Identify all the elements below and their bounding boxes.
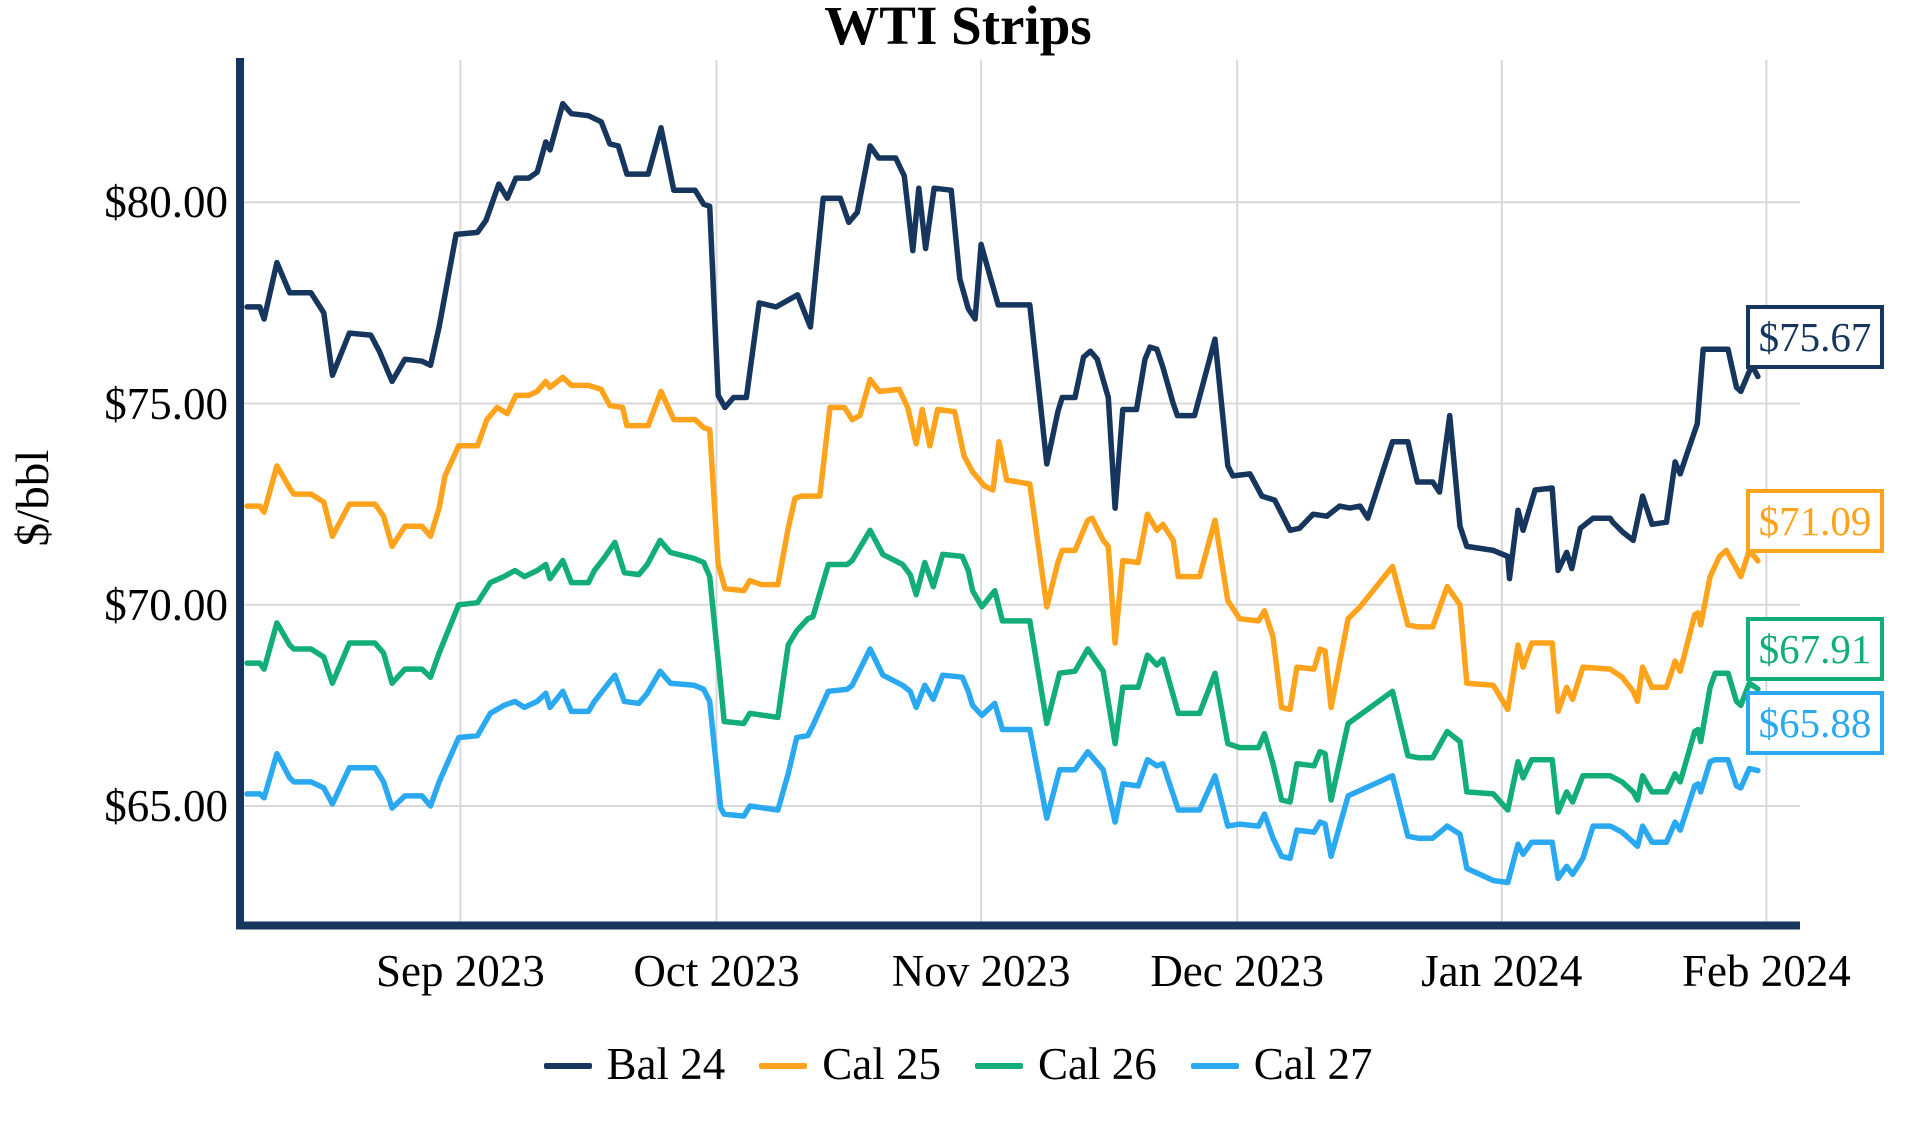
legend-label-cal25: Cal 25 [822,1039,941,1089]
legend-item-bal24: Bal 24 [543,1038,726,1090]
y-tick-75: $75.00 [104,378,228,429]
cal26-line-swatch-icon [975,1063,1023,1069]
legend-label-cal26: Cal 26 [1038,1039,1157,1089]
value-label-cal26: $67.91 [1746,617,1884,681]
x-tick-feb-2024: Feb 2024 [1682,946,1851,996]
cal25-line-swatch-icon [759,1063,808,1069]
legend-item-cal26: Cal 26 [975,1038,1157,1090]
series-line-cal25 [244,374,1761,715]
legend-label-bal24: Bal 24 [606,1039,726,1089]
legend: Bal 24 Cal 25 Cal 26 Cal 27 [0,1038,1916,1090]
value-label-cal27: $65.88 [1746,691,1884,755]
legend-item-cal27: Cal 27 [1190,1038,1373,1090]
legend-item-cal25: Cal 25 [759,1038,941,1090]
x-tick-oct-2023: Oct 2023 [633,946,800,996]
value-label-cal25: $71.09 [1746,489,1884,553]
chart-title: WTI Strips [824,0,1092,56]
y-tick-80: $80.00 [104,177,228,228]
value-label-bal24: $75.67 [1746,305,1884,369]
x-tick-nov-2023: Nov 2023 [891,946,1071,996]
series-line-bal24 [244,100,1761,582]
bal24-line-swatch-icon [543,1063,592,1069]
y-tick-65: $65.00 [104,781,228,831]
legend-label-cal27: Cal 27 [1253,1039,1373,1089]
x-tick-jan-2024: Jan 2024 [1421,946,1583,996]
y-tick-70: $70.00 [104,579,228,630]
cal27-line-swatch-icon [1190,1063,1239,1069]
x-tick-sep-2023: Sep 2023 [376,946,545,996]
series-line-cal27 [244,646,1761,886]
x-tick-dec-2023: Dec 2023 [1150,946,1325,996]
series-line-cal26 [244,527,1761,815]
